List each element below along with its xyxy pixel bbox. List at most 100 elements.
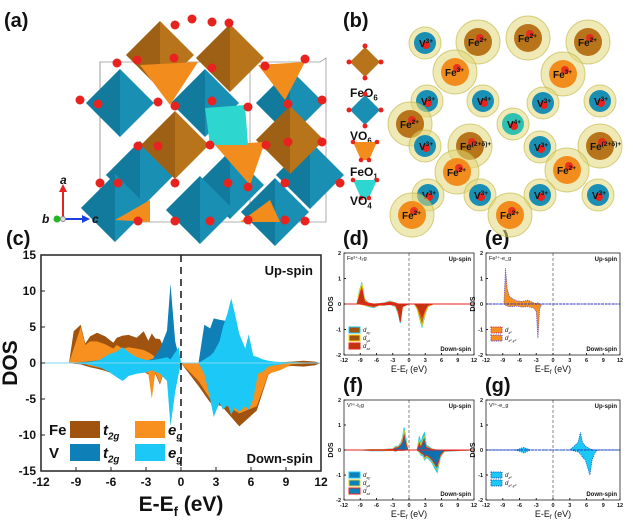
oxygen-atom <box>261 140 271 150</box>
oxygen-atom <box>300 216 310 226</box>
ion-label: V3+ <box>534 142 548 154</box>
ion-label: V3+ <box>419 141 433 153</box>
lattice-axes-indicator: a b c <box>42 173 99 226</box>
legend-swatch <box>490 326 503 334</box>
oxygen-atom <box>170 216 180 226</box>
ion-label: Fe2+ <box>578 37 597 49</box>
oxygen-atom <box>260 61 270 71</box>
plot-frame <box>40 254 322 472</box>
legend-label: dyz <box>363 336 370 343</box>
ion-core <box>472 90 494 112</box>
ion-site: Fe(2+δ)+ <box>577 123 623 169</box>
oxygen-atom <box>422 41 430 49</box>
y-tick-label: -5 <box>25 392 36 406</box>
x-tick-label: 3 <box>424 358 427 364</box>
vo6-octahedron-shade <box>86 69 120 137</box>
oxygen-atom <box>408 116 416 124</box>
oxygen-atom <box>93 99 103 109</box>
vo6-octahedron-shade <box>171 69 205 137</box>
y-tick-label: 2 <box>338 398 341 404</box>
series-area-dz2-up <box>486 268 620 305</box>
x-tick-label: -3 <box>534 503 539 509</box>
ion-site: Fe2+ <box>434 149 480 195</box>
x-tick-label: 12 <box>617 503 623 509</box>
y-tick-label: -2 <box>478 498 483 504</box>
legend-swatch <box>490 334 503 342</box>
oxygen-atom <box>205 216 215 226</box>
ion-core <box>398 201 426 229</box>
x-tick-label: -9 <box>71 475 82 489</box>
oxygen-atom <box>335 178 345 188</box>
charge-isosurface <box>496 107 530 141</box>
x-tick-label: 9 <box>283 475 290 489</box>
oxygen-atom <box>187 14 197 24</box>
legend-swatch <box>135 444 165 461</box>
x-tick-label: 12 <box>471 503 477 509</box>
y-tick-label: 2 <box>480 251 483 257</box>
oxygen-atom <box>586 34 594 42</box>
legend-element-label: Fe <box>49 422 67 439</box>
x-tick-label: -6 <box>374 358 379 364</box>
plot-frame <box>485 399 621 501</box>
y-tick-label: 1 <box>338 277 341 283</box>
ion-site: V3+ <box>410 84 444 118</box>
legend-swatch <box>348 479 361 487</box>
legend-label: dz² <box>505 328 512 335</box>
ion-site: Fe2+ <box>387 101 433 147</box>
series-area-dz2-up <box>486 432 620 451</box>
series-area-dyz-up <box>344 429 474 451</box>
ion-core <box>414 32 436 54</box>
axis-origin <box>60 216 66 222</box>
oxygen-atom <box>366 157 372 163</box>
oxygen-atom <box>540 101 548 109</box>
legend-label: eg <box>168 445 182 466</box>
x-tick-label: 3 <box>568 503 571 509</box>
vo6-octahedron-shade <box>196 151 230 219</box>
ion-site: V3+ <box>526 86 560 120</box>
ion-core <box>553 156 581 184</box>
ion-site: Fe2+ <box>505 15 551 61</box>
charge-isosurface <box>463 178 497 212</box>
ion-site: V3+ <box>463 178 497 212</box>
legend-swatch <box>348 471 361 479</box>
panel-label-e: (e) <box>485 228 510 250</box>
oxygen-atom <box>207 17 217 27</box>
series-area-dyz-down <box>344 449 475 472</box>
x-tick-label: 0 <box>551 358 554 364</box>
charge-isosurface <box>581 178 615 212</box>
legend-swatch <box>348 487 361 495</box>
x-tick-label: -9 <box>500 358 505 364</box>
oxygen-atom <box>170 101 180 111</box>
x-tick-label: -9 <box>358 503 363 509</box>
charge-density-map: V3+ Fe2+ Fe2+Fe2+Fe3+ Fe3+V3+ V4+ V3+ V3+Fe2+ V… <box>387 12 633 238</box>
ion-label: Fe(2+δ)+ <box>590 141 621 153</box>
oxygen-atom <box>112 58 122 68</box>
oxygen-atom <box>358 195 364 201</box>
oxygen-atom <box>153 97 163 107</box>
y-axis-label: DOS <box>470 296 477 312</box>
oxygen-atom <box>378 59 384 65</box>
series-area-dxy-up <box>344 427 474 451</box>
x-tick-label: 3 <box>424 503 427 509</box>
chart-title: V³⁺-t₂g <box>347 402 364 409</box>
ion-label: V3+ <box>474 190 488 202</box>
oxygen-atom <box>75 95 85 105</box>
legend-label: dx²-y² <box>505 336 517 343</box>
oxygen-atom <box>133 216 143 226</box>
y-tick-label: -2 <box>478 353 483 359</box>
y-tick-label: -15 <box>19 464 37 478</box>
x-tick-label: -3 <box>390 503 395 509</box>
series-area-Fe-t2g-up <box>41 324 321 363</box>
ion-core <box>529 184 551 206</box>
vo6-octahedron <box>256 69 324 137</box>
ion-label: V4+ <box>477 96 491 108</box>
ion-core <box>514 24 542 52</box>
feo6-octahedron-shade <box>196 24 230 92</box>
legend-label: eg <box>168 422 182 443</box>
vo6-octahedron <box>276 141 344 209</box>
oxygen-atom <box>113 178 123 188</box>
feo6-octahedron <box>126 21 194 89</box>
oxygen-atom <box>170 178 180 188</box>
oxygen-atom <box>595 193 603 201</box>
oxygen-atom <box>153 141 163 151</box>
